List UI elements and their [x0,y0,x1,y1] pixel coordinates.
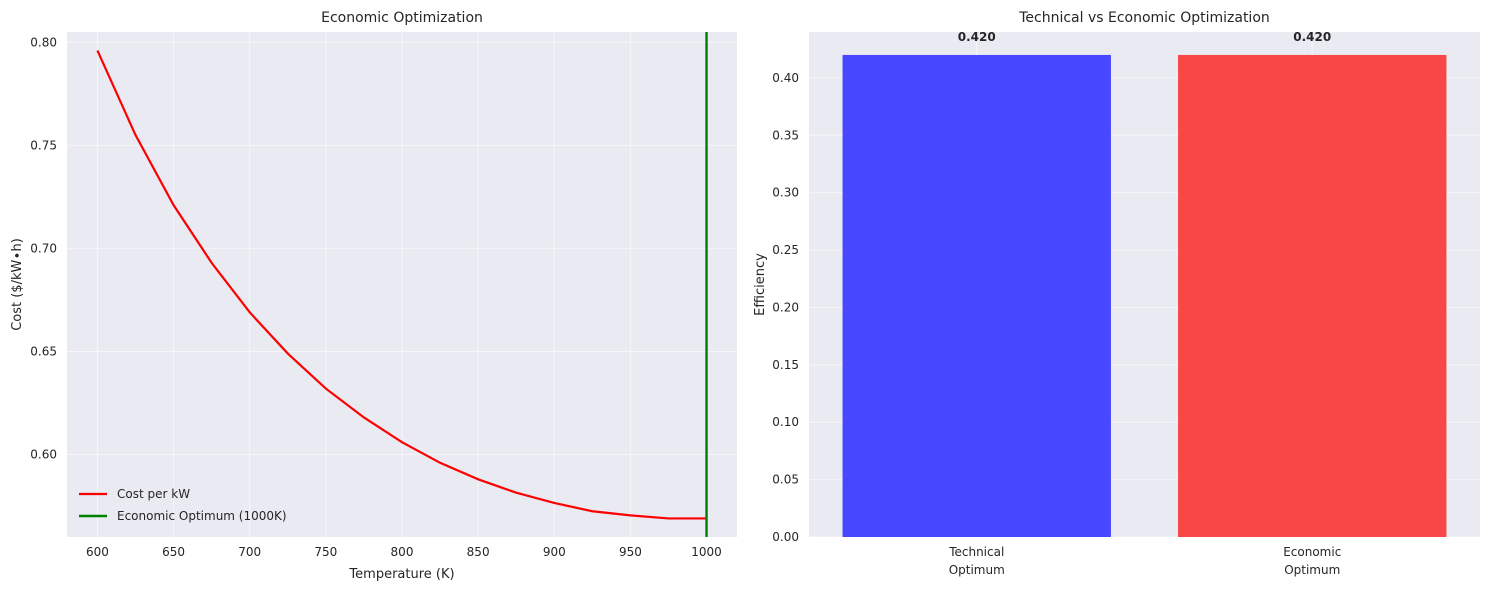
legend-label-economic-optimum: Economic Optimum (1000K) [117,509,287,523]
legend-label-cost-per-kw: Cost per kW [117,487,190,501]
y-tick-label: 0.00 [772,530,799,544]
y-tick-label: 0.80 [30,35,57,49]
y-axis-label: Efficiency [753,253,768,316]
series-line-cost-per-kw [96,50,707,520]
bar-value-label: 0.420 [958,30,996,44]
x-tick-label-line2: Optimum [949,563,1005,577]
x-tick-label: 850 [467,545,490,559]
x-tick-label: 800 [391,545,414,559]
y-tick-label: 0.60 [30,448,57,462]
y-tick-label: 0.15 [772,358,799,372]
x-tick-label: 900 [543,545,566,559]
y-tick-label: 0.10 [772,415,799,429]
y-tick-label: 0.35 [772,128,799,142]
y-tick-label: 0.65 [30,344,57,358]
x-axis-label: Temperature (K) [348,567,454,582]
chart-title: Technical vs Economic Optimization [1018,10,1270,26]
x-tick-label-line1: Technical [948,545,1004,559]
y-tick-label: 0.05 [772,473,799,487]
y-tick-label: 0.70 [30,241,57,255]
y-axis-label: Cost ($/kW∙h) [10,238,25,331]
x-tick-label: 650 [162,545,185,559]
x-tick-label-line2: Optimum [1284,563,1340,577]
y-tick-label: 0.25 [772,243,799,257]
y-tick-label: 0.75 [30,138,57,152]
x-tick-label: 750 [314,545,337,559]
bar-value-label: 0.420 [1293,30,1331,44]
y-tick-label: 0.30 [772,186,799,200]
x-tick-label: 600 [86,545,109,559]
y-tick-label: 0.40 [772,71,799,85]
bar-technical-optimum [842,54,1111,538]
x-tick-label-line1: Economic [1283,545,1341,559]
x-tick-label: 950 [619,545,642,559]
chart-title: Economic Optimization [321,10,483,26]
y-tick-label: 0.20 [772,300,799,314]
bar-economic-optimum [1178,54,1447,538]
x-tick-label: 1000 [691,545,722,559]
x-tick-label: 700 [238,545,261,559]
